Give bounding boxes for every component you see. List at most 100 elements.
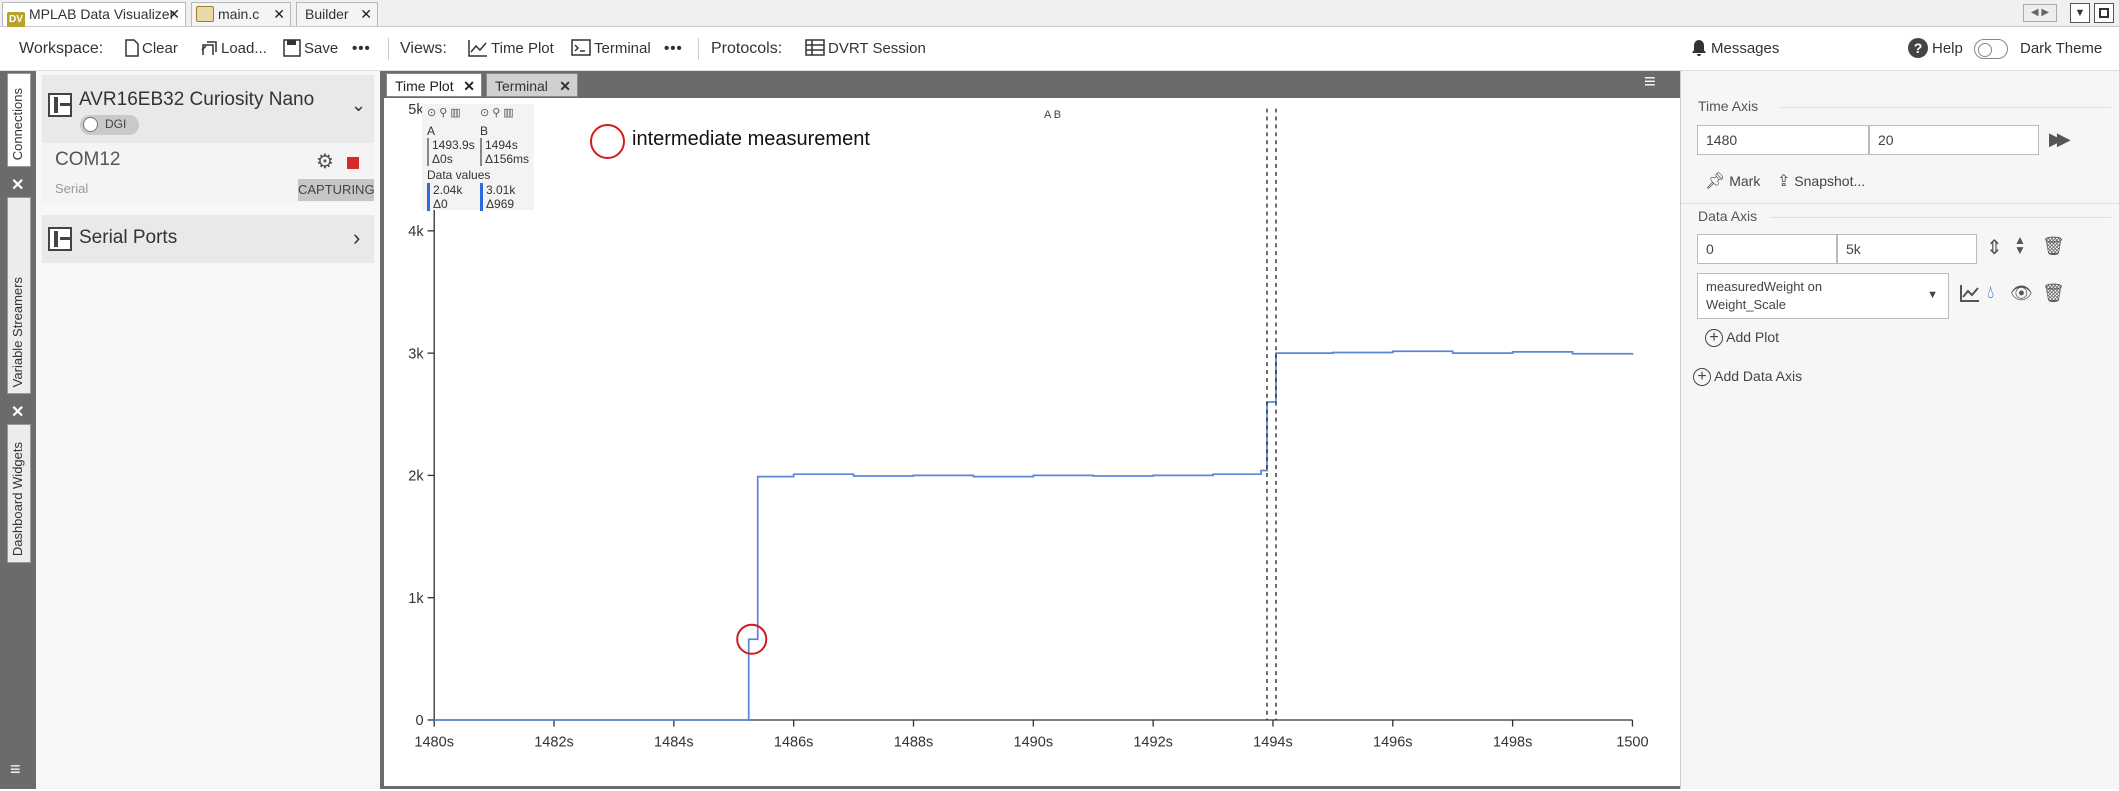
views-more-button[interactable]: ••• [664, 38, 683, 60]
variable-streamers-tab-label: Variable Streamers [10, 277, 25, 387]
data-min-input[interactable]: 0 [1697, 234, 1837, 264]
load-button[interactable]: Load... [200, 38, 267, 60]
bell-icon [1690, 39, 1708, 57]
close-icon[interactable]: ✕ [11, 402, 24, 422]
add-plot-button[interactable]: + Add Plot [1705, 329, 1779, 347]
data-values-label: Data values [427, 168, 490, 182]
dropdown-arrow-icon: ▼ [1927, 286, 1938, 304]
help-button[interactable]: ?Help [1908, 38, 1963, 60]
messages-button[interactable]: Messages [1690, 38, 1779, 60]
data-max-input[interactable]: 5k [1837, 234, 1977, 264]
tab-dashboard-widgets[interactable]: Dashboard Widgets [7, 424, 31, 563]
cursor-b-tools-icon[interactable]: ⊙⚲▥ [480, 106, 517, 119]
editor-tab-label: MPLAB Data Visualizer [29, 6, 174, 22]
mark-button[interactable]: 📌︎ Mark [1705, 171, 1760, 191]
x-tick-label: 1496s [1373, 734, 1413, 750]
stop-capture-icon[interactable] [347, 157, 359, 169]
dgi-toggle[interactable]: DGI [80, 115, 139, 135]
cursor-a-tools-icon[interactable]: ⊙⚲▥ [427, 106, 464, 119]
close-icon[interactable]: ✕ [559, 74, 571, 98]
tab-time-plot[interactable]: Time Plot ✕ [386, 73, 482, 97]
terminal-label: Terminal [594, 40, 651, 57]
x-tick-label: 1494s [1253, 734, 1293, 750]
y-tick-label: 4k [408, 224, 424, 240]
time-start-input[interactable]: 1480 [1697, 125, 1869, 155]
time-plot-button[interactable]: Time Plot [468, 38, 554, 60]
terminal-button[interactable]: Terminal [571, 38, 651, 60]
line-chart-icon [468, 39, 488, 57]
editor-tab-label: Builder [305, 6, 349, 22]
hamburger-menu-icon[interactable]: ≡ [10, 759, 21, 780]
chevron-right-icon[interactable]: › [353, 225, 360, 251]
color-drop-icon[interactable]: 💧︎ [1987, 282, 1994, 303]
trash-icon[interactable]: 🗑︎ [2042, 236, 2065, 257]
close-icon[interactable]: ✕ [463, 74, 475, 98]
trash-icon[interactable]: 🗑︎ [2042, 283, 2065, 304]
maximize-icon[interactable] [2094, 3, 2114, 23]
y-tick-label: 2k [408, 469, 424, 485]
snapshot-button[interactable]: ⇪ Snapshot... [1777, 171, 1865, 191]
close-icon[interactable]: ✕ [168, 3, 180, 25]
tab-label: Terminal [495, 78, 548, 94]
side-rail: Connections ✕ Variable Streamers ✕ Dashb… [0, 71, 36, 789]
plot-source-line1: measuredWeight on [1706, 278, 1948, 296]
time-span-input[interactable]: 20 [1869, 125, 2039, 155]
cursor-a-time: 1493.9s [432, 138, 475, 152]
chevron-down-icon[interactable]: ⌄ [351, 95, 366, 116]
x-tick-label: 1500 [1616, 734, 1648, 750]
tab-variable-streamers[interactable]: Variable Streamers [7, 197, 31, 394]
plot-menu-icon[interactable]: ≡ [1644, 71, 1656, 94]
export-icon: ⇪ [1777, 173, 1790, 190]
dark-theme-toggle[interactable] [1974, 39, 2008, 59]
clear-button[interactable]: Clear [125, 38, 178, 60]
tab-connections[interactable]: Connections [7, 73, 31, 167]
add-data-axis-button[interactable]: + Add Data Axis [1693, 368, 1802, 386]
data-series-line [434, 351, 1632, 720]
editor-tab-label: main.c [218, 6, 259, 22]
new-file-icon [125, 39, 139, 57]
connections-tab-label: Connections [10, 88, 25, 160]
workspace-label: Workspace: [19, 38, 103, 60]
gear-icon[interactable]: ⚙ [316, 149, 334, 174]
tab-terminal[interactable]: Terminal ✕ [486, 73, 578, 97]
data-axis-heading: Data Axis [1698, 208, 1757, 224]
cursor-b-label: B [480, 124, 488, 138]
close-icon[interactable]: ✕ [273, 3, 285, 25]
port-type: Serial [55, 181, 88, 196]
tab-scroll-arrows-icon[interactable]: ◀ ▶ [2023, 4, 2057, 22]
dark-theme-label: Dark Theme [2020, 38, 2102, 60]
y-tick-label: 3k [408, 346, 424, 362]
close-icon[interactable]: ✕ [360, 3, 372, 25]
plot-source-select[interactable]: measuredWeight on Weight_Scale ▼ [1697, 273, 1949, 319]
tab-list-dropdown-icon[interactable]: ▼ [2070, 3, 2090, 23]
collapse-vertical-icon[interactable]: ▲▼ [2014, 235, 2026, 255]
fast-forward-icon[interactable]: ▶▶ [2049, 129, 2065, 150]
cursor-a-label: A [427, 124, 435, 138]
dvrt-session-button[interactable]: DVRT Session [805, 38, 926, 60]
device-board-icon [48, 93, 72, 117]
eye-icon[interactable]: 👁︎ [2010, 283, 2033, 304]
cursor-b-value: 3.01k [486, 183, 515, 197]
y-tick-label: 1k [408, 591, 424, 607]
workspace-more-button[interactable]: ••• [352, 38, 371, 60]
x-tick-label: 1492s [1133, 734, 1173, 750]
x-tick-label: 1498s [1493, 734, 1533, 750]
serial-ports-card[interactable]: Serial Ports › [42, 215, 374, 263]
protocols-label: Protocols: [711, 38, 782, 60]
editor-tab-builder[interactable]: Builder ✕ [296, 2, 378, 26]
device-name: AVR16EB32 Curiosity Nano [79, 89, 314, 111]
add-data-axis-label: Add Data Axis [1714, 368, 1802, 384]
plot-style-icon[interactable] [1959, 283, 1981, 308]
close-icon[interactable]: ✕ [11, 175, 24, 195]
dgi-label: DGI [105, 117, 126, 131]
editor-tab-main-c[interactable]: main.c ✕ [191, 2, 291, 26]
device-card: AVR16EB32 Curiosity Nano ⌄ DGI COM12 Ser… [42, 75, 374, 203]
dvrt-session-label: DVRT Session [828, 40, 926, 57]
save-button[interactable]: Save [283, 38, 338, 60]
expand-vertical-icon[interactable]: ⇕ [1986, 235, 2003, 260]
